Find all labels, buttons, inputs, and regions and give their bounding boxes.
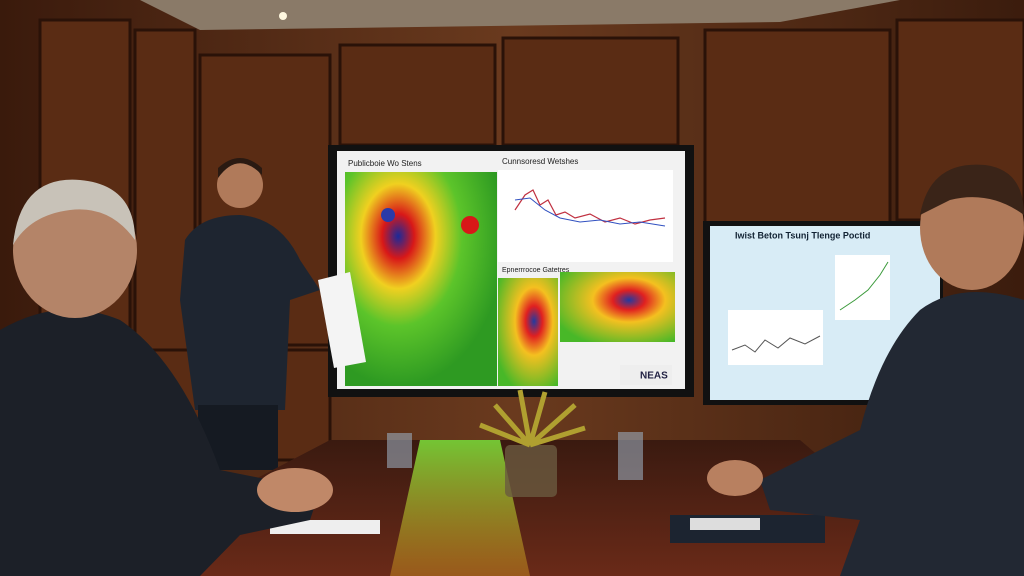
seated-man-left bbox=[0, 179, 333, 576]
chart-title: Cunnsoresd Wetshes bbox=[502, 157, 578, 166]
paper bbox=[690, 518, 760, 530]
ceiling-light bbox=[279, 12, 287, 20]
side-chart-line bbox=[731, 335, 821, 353]
wall-panels bbox=[38, 18, 1024, 462]
logo-box bbox=[620, 365, 672, 385]
presenter bbox=[180, 158, 366, 470]
logo: NEAS bbox=[640, 371, 668, 382]
map-title: Publicboie Wo Stens bbox=[348, 159, 422, 168]
chart-line bbox=[514, 197, 666, 227]
heatmap bbox=[560, 272, 675, 342]
heatmap bbox=[498, 278, 558, 386]
line-chart-panel bbox=[498, 170, 673, 262]
heat-spot bbox=[381, 208, 395, 222]
side-chart-line bbox=[839, 261, 889, 311]
caption: Epnerrrocoe Gatetres bbox=[502, 267, 570, 274]
screen-reflection bbox=[390, 440, 530, 576]
side-title: Iwist Beton Tsunj Tlenge Poctid bbox=[735, 230, 870, 240]
heat-spot bbox=[461, 216, 479, 234]
plant bbox=[479, 389, 586, 497]
side-chart bbox=[835, 255, 890, 320]
paper bbox=[270, 520, 380, 534]
side-chart bbox=[728, 310, 823, 365]
glass bbox=[618, 432, 643, 480]
ceiling bbox=[140, 0, 900, 30]
seated-man-right bbox=[707, 164, 1024, 576]
glass bbox=[387, 433, 412, 468]
heatmap bbox=[345, 172, 497, 386]
